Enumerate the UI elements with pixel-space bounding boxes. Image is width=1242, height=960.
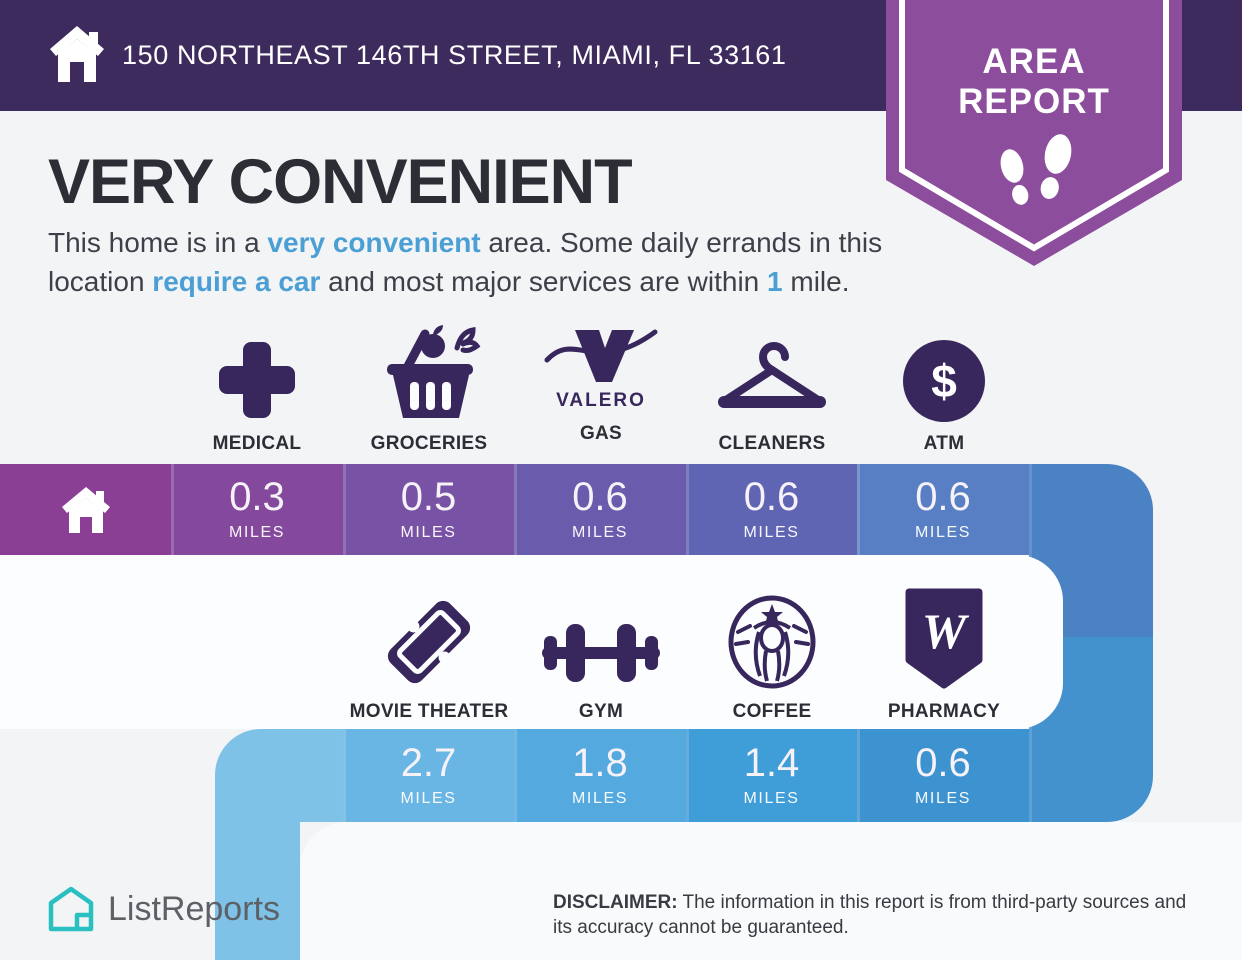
- distance-cell-medical: 0.3 MILES: [171, 464, 343, 555]
- badge-border: [899, 0, 1169, 252]
- disclaimer-body: The information in this report is from t…: [553, 892, 1187, 939]
- badge-line1: AREA: [982, 42, 1085, 81]
- valero-brand-text: VALERO: [556, 390, 646, 411]
- distance-cell-atm: 0.6 MILES: [857, 464, 1029, 555]
- disclaimer-label: DISCLAIMER:: [553, 892, 678, 913]
- dollar-symbol: $: [931, 355, 957, 407]
- distance-unit: MILES: [914, 524, 971, 541]
- service-label: GAS: [579, 423, 623, 444]
- service-gas: VALERO GAS: [515, 322, 687, 445]
- area-report-badge: AREA REPORT: [886, 0, 1182, 266]
- distance-value: 0.5: [400, 475, 457, 519]
- home-icon: [50, 26, 104, 82]
- desc-highlight: 1: [767, 265, 783, 297]
- valero-logo-icon: [544, 329, 658, 382]
- walgreens-w-icon: W: [905, 588, 983, 689]
- distance-value: 0.6: [572, 475, 628, 519]
- medical-cross-icon: [219, 342, 295, 418]
- bar-home-segment: [0, 464, 171, 555]
- dollar-circle-icon: $: [903, 340, 985, 422]
- distance-cell-gym: 1.8 MILES: [514, 729, 686, 822]
- distance-value: 0.6: [743, 475, 800, 519]
- desc-highlight: require a car: [152, 265, 321, 297]
- service-label: MOVIE THEATER: [349, 701, 509, 722]
- ticket-icon: [387, 600, 471, 684]
- badge-line2: REPORT: [958, 82, 1110, 121]
- distance-unit: MILES: [743, 790, 800, 807]
- service-label: MEDICAL: [212, 433, 302, 454]
- property-address: 150 NORTHEAST 146TH STREET, MIAMI, FL 33…: [122, 40, 787, 70]
- distance-cell-pharmacy: 0.6 MILES: [857, 729, 1029, 822]
- distance-value: 0.6: [915, 475, 971, 519]
- starbucks-siren-icon: [728, 595, 816, 689]
- distance-band-bottom-tail: [215, 800, 300, 960]
- service-coffee: COFFEE: [686, 595, 858, 723]
- distance-value: 2.7: [400, 741, 457, 785]
- distance-value: 0.3: [229, 475, 285, 519]
- service-label: GROCERIES: [370, 433, 488, 454]
- distance-unit: MILES: [571, 790, 628, 807]
- desc-part: mile.: [782, 265, 850, 297]
- home-icon: [61, 486, 110, 533]
- distance-value: 1.4: [743, 741, 800, 785]
- desc-part: and most major services are within: [320, 265, 768, 297]
- service-groceries: GROCERIES: [343, 325, 515, 455]
- service-gym: GYM: [515, 598, 687, 723]
- service-label: ATM: [923, 433, 965, 454]
- distance-unit: MILES: [914, 790, 971, 807]
- distance-unit: MILES: [571, 524, 628, 541]
- service-movie-theater: MOVIE THEATER: [343, 598, 515, 723]
- badge-shape: [886, 0, 1182, 266]
- distance-unit: MILES: [743, 524, 800, 541]
- distance-cell-gas: 0.6 MILES: [514, 464, 686, 555]
- listreports-wordmark: ListReports: [108, 889, 280, 928]
- service-label: CLEANERS: [718, 433, 826, 454]
- service-atm: $ ATM: [858, 330, 1030, 455]
- distance-unit: MILES: [400, 790, 457, 807]
- desc-part: This home is in a: [48, 227, 268, 258]
- service-label: GYM: [578, 701, 624, 722]
- disclaimer-text: DISCLAIMER: The information in this repo…: [553, 890, 1201, 940]
- description-text: This home is in a very convenient area. …: [48, 224, 893, 301]
- service-pharmacy: W PHARMACY: [858, 588, 1030, 723]
- distance-value: 1.8: [572, 741, 628, 785]
- desc-part: area. Some daily errands in this locatio…: [48, 227, 883, 297]
- distance-value: 0.6: [915, 741, 971, 785]
- service-cleaners: CLEANERS: [686, 330, 858, 455]
- distance-unit: MILES: [400, 524, 457, 541]
- distance-cell-coffee: 1.4 MILES: [686, 729, 857, 822]
- page-title: VERY CONVENIENT: [48, 147, 633, 217]
- listreports-house-icon: [48, 886, 94, 932]
- desc-highlight: very convenient: [267, 227, 481, 258]
- distance-cell-groceries: 0.5 MILES: [343, 464, 514, 555]
- middle-white-panel: [0, 555, 1063, 729]
- dumbbell-icon: [542, 624, 660, 682]
- footprints-icon: [1000, 134, 1072, 205]
- service-medical: MEDICAL: [171, 330, 343, 455]
- distance-cell-movie-theater: 2.7 MILES: [343, 729, 514, 822]
- grocery-basket-icon: [387, 325, 481, 418]
- service-label: PHARMACY: [887, 701, 1001, 722]
- distance-cell-cleaners: 0.6 MILES: [686, 464, 857, 555]
- bottom-white-panel: [300, 822, 1242, 960]
- listreports-logo: ListReports: [46, 884, 280, 934]
- distance-unit: MILES: [228, 524, 285, 541]
- hanger-icon: [718, 342, 826, 408]
- walgreens-w-glyph: W: [922, 603, 970, 659]
- service-label: COFFEE: [732, 701, 812, 722]
